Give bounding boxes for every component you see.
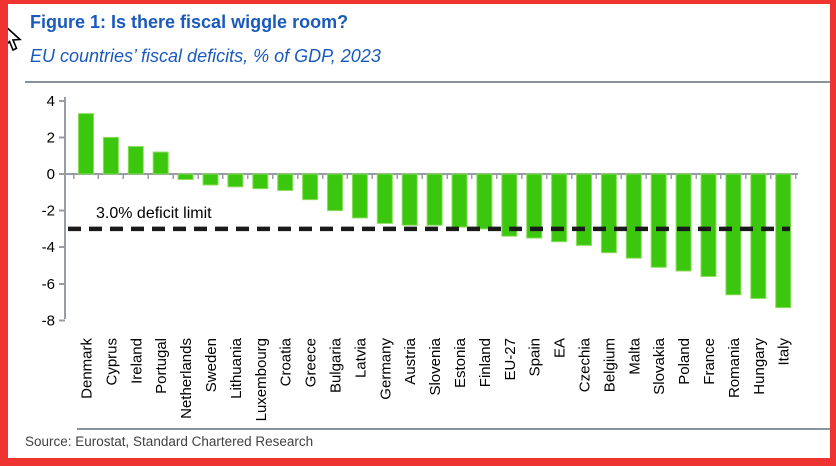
bar-croatia <box>277 173 294 191</box>
y-axis-tick-label: -8 <box>42 312 55 329</box>
x-axis-category-label: Croatia <box>278 337 295 386</box>
x-axis-category-label: Belgium <box>601 338 618 392</box>
x-axis-category-label: Latvia <box>352 337 369 378</box>
bar-eu-27 <box>501 173 518 237</box>
x-axis-category-label: Poland <box>676 338 693 385</box>
x-axis-category-label: Italy <box>776 338 793 366</box>
figure-title: Figure 1: Is there fiscal wiggle room? <box>30 12 349 32</box>
y-axis-tick-label: 0 <box>47 166 55 183</box>
bar-poland <box>675 173 692 272</box>
x-axis-category-label: Slovakia <box>651 337 668 394</box>
source-note: Source: Eurostat, Standard Chartered Res… <box>25 434 314 449</box>
x-axis-category-label: Netherlands <box>178 338 195 419</box>
bar-italy <box>775 173 792 309</box>
bar-estonia <box>451 173 468 228</box>
bar-romania <box>725 173 742 296</box>
x-axis-category-label: Sweden <box>203 338 220 392</box>
bar-ea <box>551 173 568 243</box>
x-axis-category-label: Bulgaria <box>328 337 345 393</box>
x-axis-category-label: France <box>701 338 718 385</box>
bar-finland <box>476 173 493 230</box>
bar-denmark <box>78 113 94 175</box>
y-axis-tick-label: -2 <box>42 203 55 220</box>
bar-hungary <box>750 173 767 299</box>
bar-greece <box>302 173 319 201</box>
x-axis-category-label: Hungary <box>751 338 768 395</box>
bar-belgium <box>600 173 617 254</box>
x-axis-category-label: EU-27 <box>502 338 519 381</box>
bar-slovenia <box>426 173 443 226</box>
bar-france <box>700 173 717 277</box>
x-axis-category-label: Germany <box>377 338 394 400</box>
bar-cyprus <box>102 136 119 175</box>
y-axis-tick-label: -4 <box>42 239 55 256</box>
figure-subtitle: EU countries’ fiscal deficits, % of GDP,… <box>30 46 381 66</box>
source-separator <box>77 428 830 430</box>
x-axis-category-label: Lithuania <box>228 337 245 399</box>
bar-lithuania <box>227 173 244 188</box>
x-axis-category-label: Czechia <box>577 337 594 392</box>
x-axis-category-label: EA <box>552 338 569 358</box>
bar-slovakia <box>650 173 667 268</box>
bar-portugal <box>152 151 169 175</box>
x-axis-category-label: Austria <box>402 337 419 384</box>
bar-austria <box>401 173 418 226</box>
fiscal-deficit-bar-chart: 4 2 0 -2 -4 -6 -8 3.0% deficit limit Denmark Cypr… <box>42 93 798 421</box>
x-axis-category-label: Estonia <box>452 337 469 388</box>
deficit-limit-label: 3.0% deficit limit <box>96 205 212 222</box>
bar-sweden <box>202 173 219 186</box>
y-axis-tick-label: 4 <box>47 93 55 110</box>
bar-ireland <box>127 146 144 175</box>
header-separator <box>25 81 830 83</box>
bar-czechia <box>576 173 592 246</box>
bar-spain <box>526 173 543 239</box>
x-axis-category-label: Greece <box>303 338 320 387</box>
x-axis-category-label: Finland <box>477 338 494 387</box>
x-axis-category-label: Denmark <box>79 338 96 399</box>
x-axis-category-label: Cyprus <box>103 338 120 386</box>
mouse-pointer-icon <box>8 27 22 52</box>
bar-luxembourg <box>252 173 269 190</box>
bar-malta <box>625 173 642 259</box>
x-axis-category-label: Ireland <box>128 338 145 384</box>
bar-germany <box>376 173 393 224</box>
x-axis-category-label: Spain <box>527 338 544 376</box>
bar-netherlands <box>177 173 194 180</box>
y-axis-tick-label: -6 <box>42 276 55 293</box>
y-axis-tick-label: 2 <box>47 129 55 146</box>
x-axis-category-label: Luxembourg <box>253 338 270 421</box>
x-axis-category-label: Romania <box>726 337 743 398</box>
x-axis-category-label: Slovenia <box>427 337 444 395</box>
x-axis-category-label: Portugal <box>153 338 170 394</box>
x-axis-category-label: Malta <box>626 337 643 374</box>
bar-bulgaria <box>327 173 343 212</box>
bar-latvia <box>351 173 368 219</box>
